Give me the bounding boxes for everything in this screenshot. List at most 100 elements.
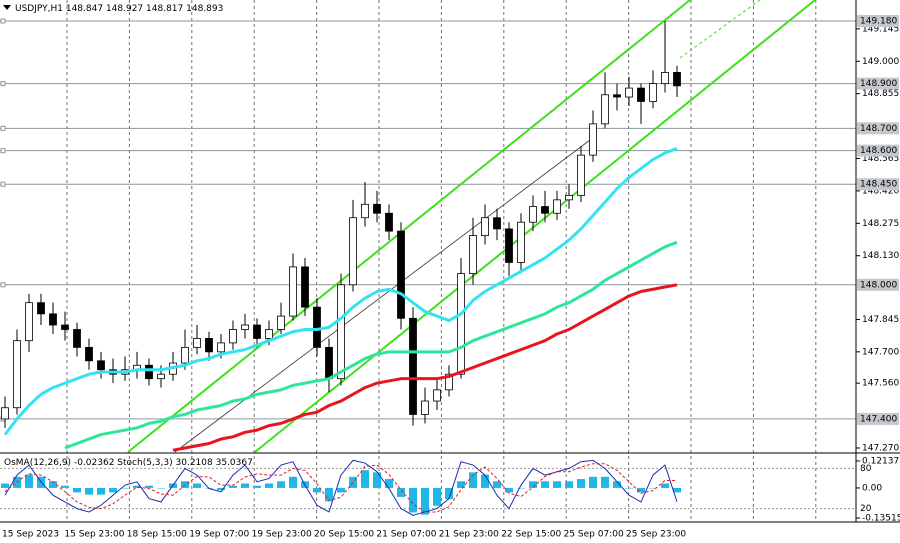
osma-tick-label: 0.00	[862, 483, 882, 493]
candle-body	[493, 217, 501, 230]
menu-arrow[interactable]	[3, 5, 11, 10]
osma-bar	[529, 481, 537, 488]
level-label: 148.600	[860, 146, 897, 156]
y-tick-label: 147.700	[862, 347, 899, 357]
osma-bar	[661, 483, 669, 488]
moving-average	[3, 147, 678, 436]
level-label: 148.700	[860, 124, 897, 134]
osma-bar	[409, 487, 417, 513]
plot-area	[1, 21, 681, 516]
y-tick-label: 149.145	[862, 24, 899, 34]
y-tick-label: 147.270	[862, 443, 899, 453]
osma-bar	[313, 487, 321, 493]
x-tick-label: 21 Sep 07:00	[376, 530, 436, 540]
candle-body	[577, 154, 585, 196]
x-tick-label: 19 Sep 23:00	[252, 530, 312, 540]
osma-bar	[421, 487, 429, 515]
stoch-label: Stoch(5,3,3)	[117, 458, 172, 468]
candle-body	[457, 273, 465, 375]
level-label-box	[857, 278, 899, 291]
osma-bar	[1, 483, 9, 488]
osma-bar	[385, 479, 393, 488]
osma-bar	[625, 487, 633, 489]
osma-bar	[361, 470, 369, 488]
osma-bar	[469, 472, 477, 488]
x-tick-label: 25 Sep 07:00	[564, 530, 624, 540]
candle-body	[145, 364, 153, 380]
level-marker	[0, 181, 6, 187]
osma-bar	[217, 487, 225, 491]
candle-body	[409, 317, 417, 415]
candle-body	[313, 306, 321, 348]
candle-body	[505, 228, 513, 263]
candle-body	[433, 389, 441, 402]
channel-line	[254, 0, 816, 453]
candle-body	[49, 313, 57, 326]
osma-value: -0.02362	[74, 458, 114, 468]
candle-body	[397, 230, 405, 319]
candle-body	[565, 194, 573, 201]
candle-body	[373, 203, 381, 214]
candle-body	[553, 199, 561, 214]
candle-body	[265, 329, 273, 339]
candle-body	[61, 324, 69, 330]
candle-body	[85, 346, 93, 362]
x-tick-label: 15 Sep 23:00	[64, 530, 124, 540]
osma-bar	[121, 487, 129, 489]
candle-body	[193, 338, 201, 348]
level-label-box	[857, 178, 899, 191]
level-label-box	[857, 77, 899, 90]
osma-bar	[277, 481, 285, 488]
candle-body	[421, 400, 429, 415]
candle-body	[541, 206, 549, 214]
x-tick-label: 15 Sep 2023	[2, 530, 59, 540]
osma-bar	[493, 481, 501, 488]
level-label: 148.900	[860, 79, 897, 89]
candle-body	[673, 72, 681, 87]
candle-body	[37, 302, 45, 315]
osma-bar	[97, 487, 105, 495]
candle-body	[517, 221, 525, 263]
osma-bar	[253, 485, 261, 488]
osma-bar	[505, 487, 513, 493]
osma-bar	[265, 483, 273, 488]
osma-bar	[25, 474, 33, 488]
osma-bar	[433, 487, 441, 506]
osma-bar	[373, 472, 381, 488]
stoch-line	[4, 463, 677, 513]
osma-bar	[613, 481, 621, 488]
candle-body	[229, 329, 237, 344]
level-label-box	[857, 122, 899, 135]
stoch-main: 30.2108	[176, 458, 213, 468]
stoch-tick-label: 80	[860, 464, 872, 474]
close: 148.893	[186, 4, 223, 14]
candle-body	[349, 217, 357, 286]
y-tick-label: 148.565	[862, 154, 899, 164]
candle-body	[481, 217, 489, 237]
candle-body	[325, 346, 333, 380]
candle-body	[337, 284, 345, 380]
osma-bar	[229, 485, 237, 488]
level-marker	[0, 125, 6, 131]
candle-body	[589, 123, 597, 156]
candle-body	[289, 266, 297, 317]
osma-bar	[241, 483, 249, 488]
level-label-box	[857, 412, 899, 425]
osma-bar	[541, 481, 549, 488]
osma-bar	[109, 487, 117, 493]
x-tick-label: 21 Sep 23:00	[439, 530, 499, 540]
osma-bar	[565, 481, 573, 488]
x-tick-label: 19 Sep 07:00	[189, 530, 249, 540]
osma-bar	[49, 481, 57, 488]
channel-line	[127, 0, 691, 453]
stoch-line	[4, 459, 678, 516]
candle-body	[217, 342, 225, 353]
osma-bar	[193, 483, 201, 488]
indicator-header: OsMA(12,26,9) -0.02362 Stoch(5,3,3) 30.2…	[4, 458, 253, 468]
candle-body	[253, 324, 261, 339]
y-tick-label: 148.420	[862, 186, 899, 196]
osma-bar	[577, 479, 585, 488]
candle-body	[73, 329, 81, 348]
